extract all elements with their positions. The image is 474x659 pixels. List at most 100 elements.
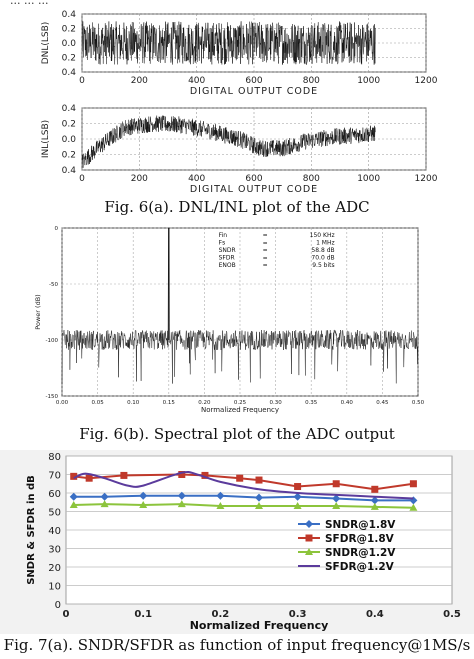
inl-xtick-label: 400	[188, 174, 205, 184]
sndr-sfdr-xtick-label: 0	[63, 609, 70, 620]
sndr-sfdr-ytick-label: 70	[48, 471, 61, 482]
sndr-sfdr-marker	[370, 496, 379, 505]
sndr-sfdr-marker	[255, 493, 263, 502]
spectrum-ytick-label: -50	[49, 282, 58, 288]
header-fragment: ... ... ...	[10, 0, 49, 7]
spectrum-xtick-label: 0.00	[56, 400, 69, 406]
sndr-sfdr-marker	[178, 471, 186, 478]
spectrum-annotation-eq: =	[263, 262, 268, 269]
dnl-xtick-label: 400	[188, 76, 205, 86]
dnl-ytick-label: 0.2	[62, 25, 76, 35]
dnl-xtick-label: 1000	[357, 76, 380, 86]
sndr-sfdr-xtick-label: 0.4	[366, 609, 384, 620]
legend-label: SFDR@1.2V	[325, 561, 395, 573]
fig6a-caption: Fig. 6(a). DNL/INL plot of the ADC	[104, 198, 370, 216]
sndr-sfdr-marker	[293, 492, 302, 501]
spectrum-annotation-eq: =	[263, 255, 268, 262]
sndr-sfdr-marker	[100, 492, 109, 501]
inl-ytick-label: 0.4	[62, 104, 77, 114]
sndr-sfdr-ytick-label: 60	[48, 489, 61, 500]
sndr-sfdr-marker	[332, 501, 341, 509]
sndr-sfdr-marker	[255, 501, 263, 509]
sndr-sfdr-marker	[305, 534, 313, 542]
spectrum-annotation-value: 1 MHz	[316, 240, 335, 247]
sndr-sfdr-marker	[69, 501, 78, 509]
sndr-sfdr-marker	[305, 520, 313, 528]
spectrum-annotation-eq: =	[263, 232, 268, 239]
dnl-xtick-label: 1200	[415, 76, 438, 86]
dnl-ylabel: DNL(LSB)	[41, 22, 51, 65]
sndr-sfdr-ytick-label: 40	[48, 526, 61, 537]
inl-ytick-label: 0.2	[62, 120, 76, 130]
inl-chart: 0.40.20.00.20.40 200 400 600 800 1000 1200DIGI…	[41, 104, 438, 195]
sndr-sfdr-marker	[409, 496, 418, 505]
sndr-sfdr-xtick-label: 0.2	[212, 609, 230, 620]
inl-xtick-label: 800	[303, 174, 320, 184]
spectrum-ytick-label: 0	[55, 226, 59, 232]
sndr-sfdr-marker	[409, 503, 418, 511]
sndr-sfdr-marker	[371, 485, 379, 493]
spectrum-annotation-name: ENOB	[219, 262, 236, 269]
legend-label: SFDR@1.8V	[325, 533, 395, 545]
dnl-series-line	[81, 21, 376, 66]
spectrum-chart: 0.00 0.05 0.10 0.15 0.20 0.25 0.30 0.35 0.40 0.45…	[34, 226, 425, 414]
sndr-sfdr-series-line	[73, 494, 414, 502]
inl-ytick-label: 0.4	[62, 166, 77, 176]
sndr-sfdr-marker	[216, 491, 225, 500]
sndr-sfdr-ytick-label: 10	[48, 582, 61, 593]
legend-label: SNDR@1.2V	[325, 547, 396, 559]
sndr-sfdr-marker	[293, 501, 302, 509]
spectrum-xlabel: Normalized Frequency	[201, 406, 279, 414]
sndr-sfdr-marker	[177, 491, 186, 500]
sndr-sfdr-marker	[120, 471, 128, 479]
sndr-sfdr-ytick-label: 20	[48, 563, 61, 574]
spectrum-annotation-name: SFDR	[219, 255, 235, 262]
sndr-sfdr-marker	[139, 491, 148, 500]
sndr-sfdr-marker	[255, 476, 263, 484]
sndr-sfdr-marker	[100, 500, 109, 508]
dnl-ytick-label: 0.4	[62, 10, 77, 20]
sndr-sfdr-marker	[177, 500, 186, 508]
inl-xtick-label: 1000	[357, 174, 380, 184]
inl-xtick-label: 200	[131, 174, 148, 184]
sndr-sfdr-marker	[305, 548, 313, 555]
spectrum-annotation-value: 9.5 bits	[312, 262, 334, 269]
dnl-xtick-label: 800	[303, 76, 320, 86]
spectrum-ytick-label: -100	[46, 338, 59, 344]
spectrum-annotation-name: Fs	[219, 240, 226, 247]
sndr-sfdr-series-line	[73, 470, 414, 500]
spectrum-xtick-label: 0.20	[198, 400, 211, 406]
spectrum-annotation-eq: =	[263, 247, 268, 254]
spectrum-annotation-value: 58.8 dB	[311, 247, 334, 254]
sndr-sfdr-marker	[294, 483, 302, 491]
inl-series-line	[81, 114, 376, 168]
sndr-sfdr-marker	[70, 472, 78, 480]
inl-xtick-label: 0	[79, 174, 85, 184]
spectrum-xtick-label: 0.25	[234, 400, 247, 406]
spectrum-xtick-label: 0.10	[127, 400, 140, 406]
sndr-sfdr-ytick-label: 30	[48, 545, 61, 556]
sndr-sfdr-marker	[216, 501, 225, 509]
legend-label: SNDR@1.8V	[325, 519, 396, 531]
inl-xlabel: DIGITAL OUTPUT CODE	[190, 184, 318, 195]
dnl-ytick-label: 0.2	[62, 54, 76, 64]
spectrum-annotation-name: SNDR	[219, 247, 236, 254]
sndr-sfdr-xtick-label: 0.1	[134, 609, 152, 620]
spectrum-xtick-label: 0.45	[376, 400, 389, 406]
sndr-sfdr-ytick-label: 50	[48, 508, 61, 519]
sndr-sfdr-marker	[139, 501, 148, 509]
sndr-sfdr-marker	[332, 494, 341, 503]
dnl-xtick-label: 0	[79, 76, 85, 86]
spectrum-ytick-label: -150	[46, 394, 59, 400]
dnl-chart: 0.40.20.00.20.40 200 400 600 800 1000 1200DIGI…	[41, 10, 438, 96]
sndr-sfdr-ytick-label: 0	[55, 600, 61, 611]
inl-ylabel: INL(LSB)	[41, 120, 51, 158]
sndr-sfdr-xlabel: Normalized Frequency	[190, 619, 329, 632]
spectrum-annotation-name: Fin	[219, 232, 228, 239]
spectrum-xtick-label: 0.40	[341, 400, 354, 406]
dnl-xtick-label: 600	[245, 76, 262, 86]
dnl-xlabel: DIGITAL OUTPUT CODE	[190, 86, 318, 96]
sndr-sfdr-chart: 0 10 20 30 40 50 60 70 80 0 0.1 0.2 0.3 0.4 0.5 Normali…	[0, 450, 474, 634]
sndr-sfdr-xtick-label: 0.3	[289, 609, 307, 620]
spectrum-xtick-label: 0.05	[91, 400, 104, 406]
